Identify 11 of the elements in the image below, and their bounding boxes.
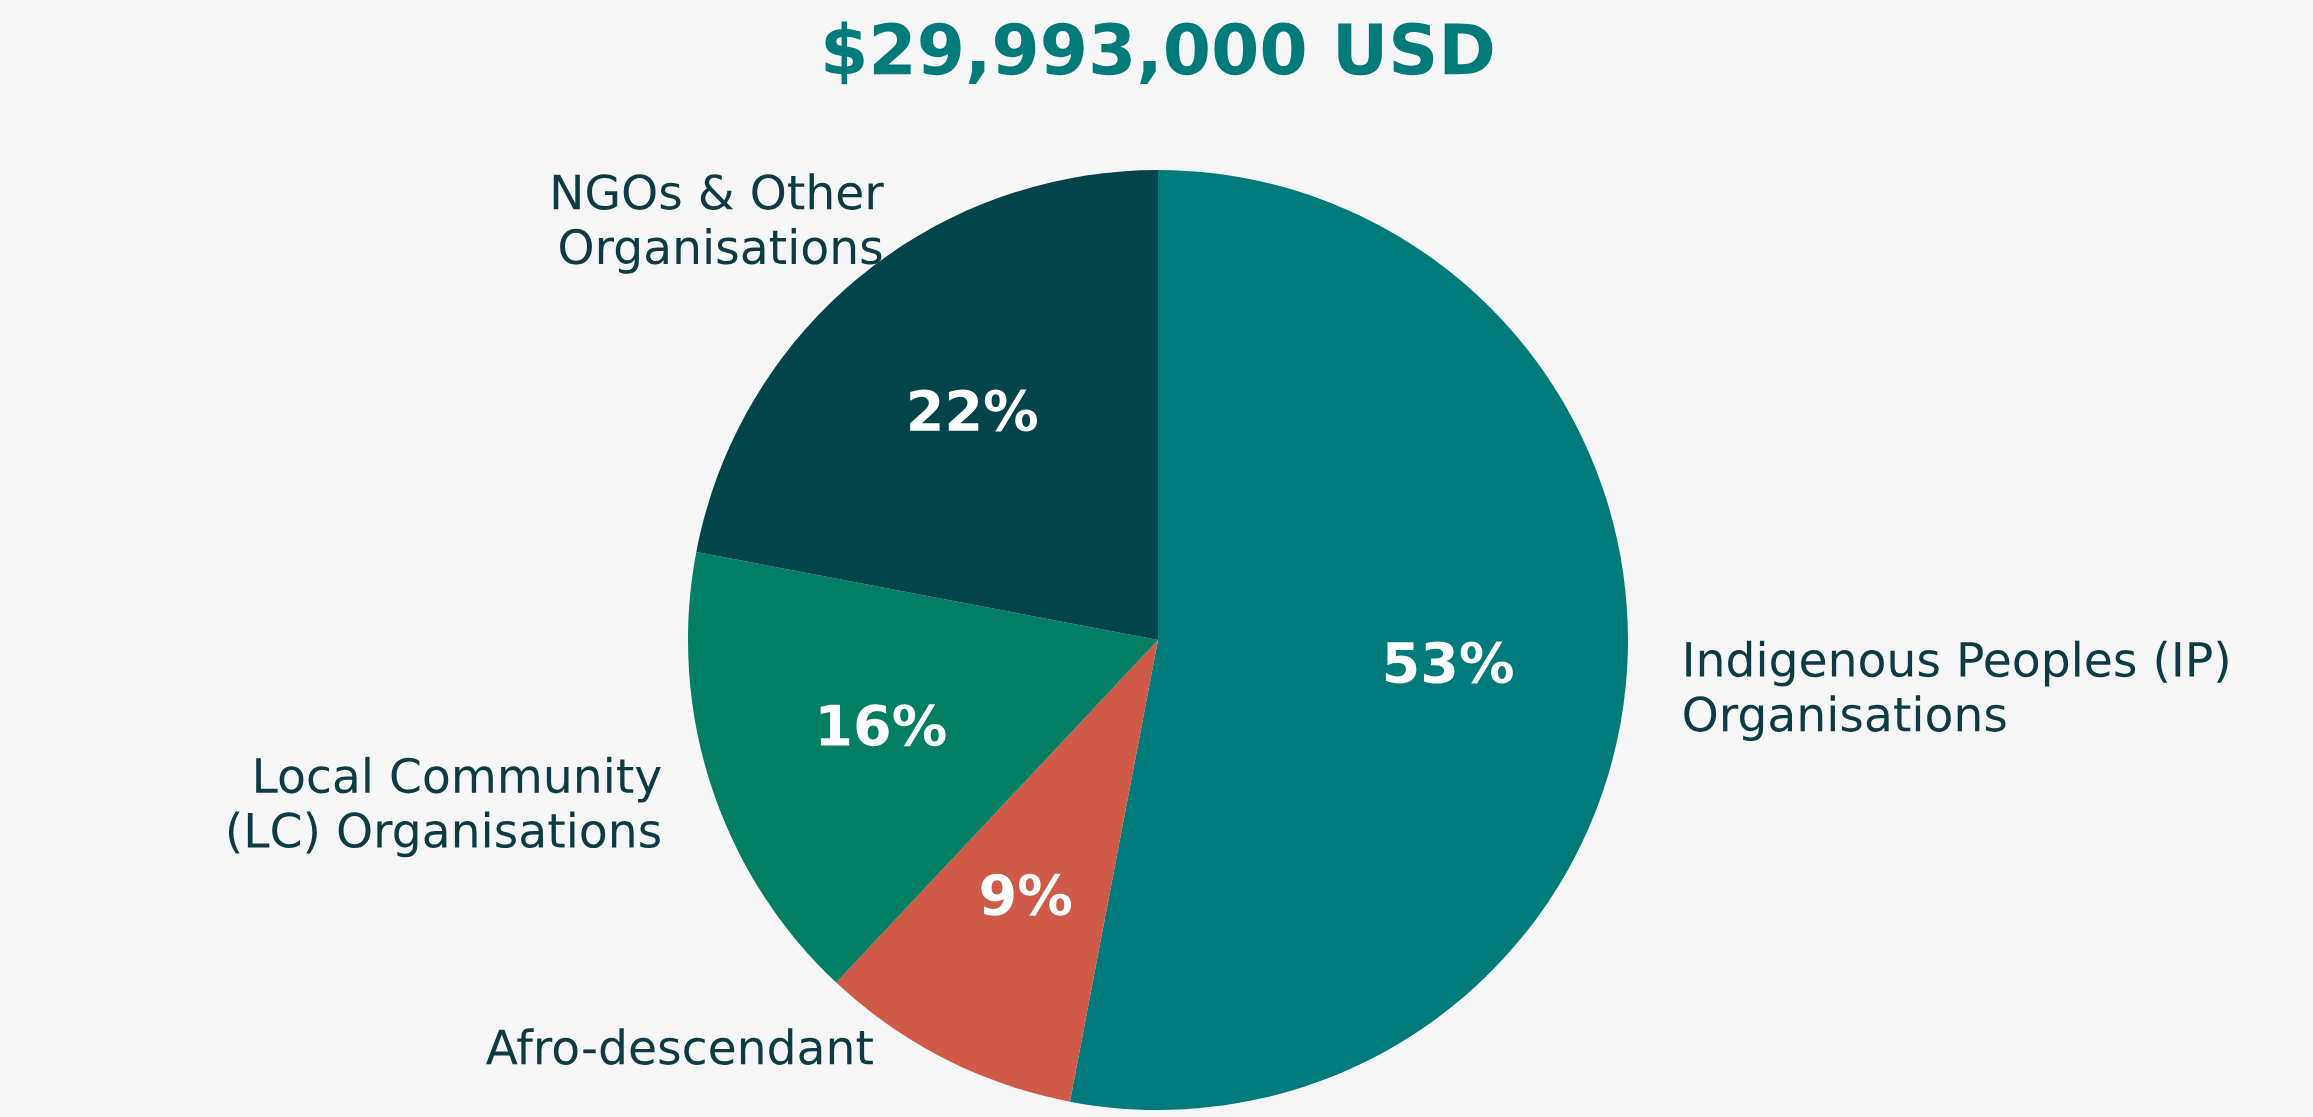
slice-label: Local Community (LC) Organisations (228, 756, 661, 858)
data-label: 22% (910, 389, 1037, 432)
pie-slice (1069, 170, 1628, 1110)
data-label: 16% (820, 704, 946, 747)
pie-slice (688, 551, 1158, 983)
slice-label: NGOs & Other Organisations (553, 173, 884, 274)
data-label: 9% (981, 873, 1072, 916)
data-label: 53% (1385, 641, 1513, 684)
slice-label: Indigenous Peoples (IP) Organisations (1684, 640, 2228, 742)
slice-label: Afro-descendant (486, 1028, 873, 1065)
chart-title: $29,993,000 USD (825, 21, 1493, 85)
